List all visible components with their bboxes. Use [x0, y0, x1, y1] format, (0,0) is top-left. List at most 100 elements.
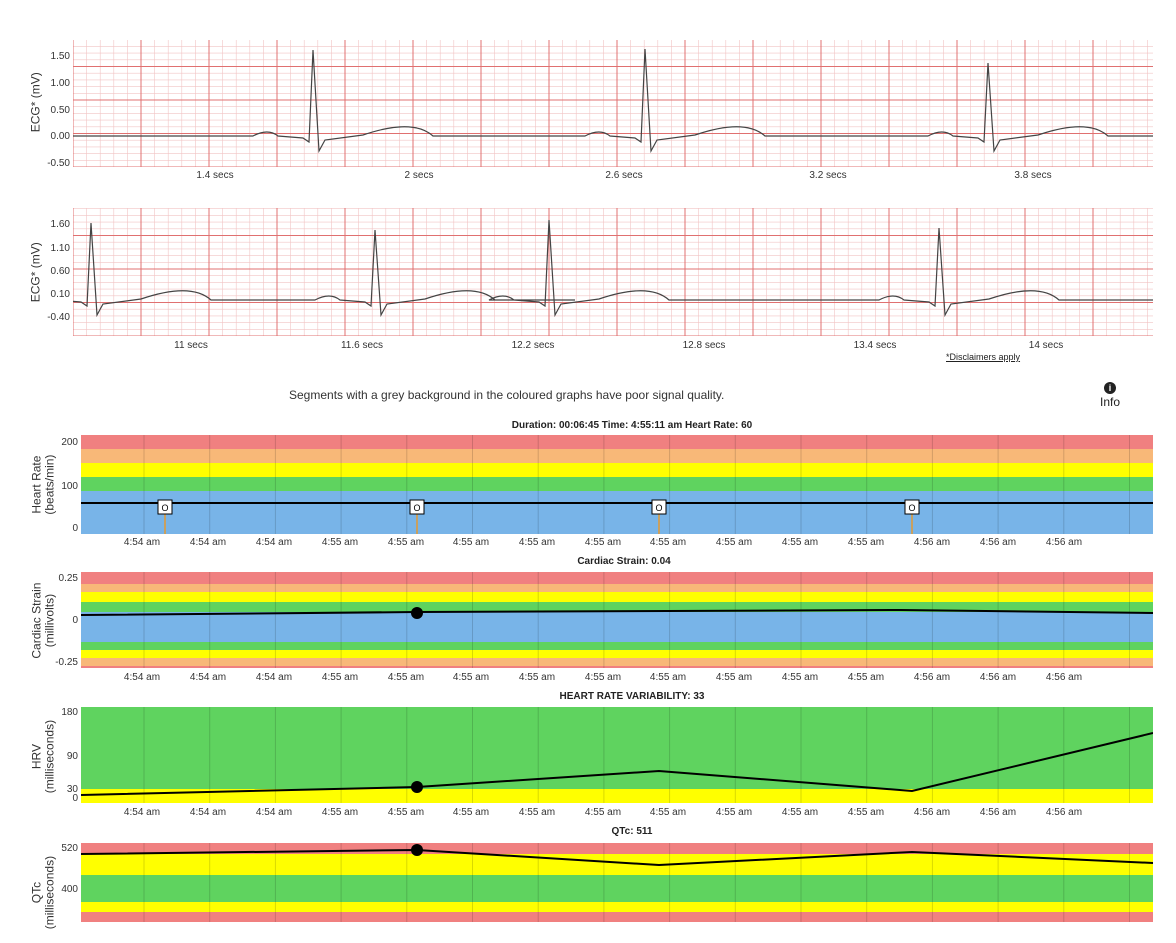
time-tick: 4:54 am	[255, 537, 293, 548]
time-tick: 4:55 am	[847, 537, 885, 548]
time-tick: 4:55 am	[387, 537, 425, 548]
time-tick: 4:55 am	[781, 807, 819, 818]
ecg1-ytick: 1.00	[50, 78, 70, 89]
time-tick: 4:56 am	[913, 672, 951, 683]
ecg2-xtick: 11 secs	[174, 340, 208, 351]
time-tick: 4:55 am	[452, 807, 490, 818]
hrv-ytick: 0	[72, 793, 78, 804]
zone-band	[81, 602, 1153, 612]
qtc-chart[interactable]	[81, 843, 1153, 922]
zone-band	[81, 449, 1153, 463]
time-tick: 4:55 am	[649, 672, 687, 683]
time-tick: 4:55 am	[649, 537, 687, 548]
ecg1-xtick: 3.8 secs	[1014, 170, 1052, 181]
hrv-current-point	[411, 781, 423, 793]
qtc-ytick: 400	[61, 884, 78, 895]
zone-band	[81, 642, 1153, 650]
time-tick: 4:56 am	[979, 672, 1017, 683]
time-tick: 4:54 am	[255, 672, 293, 683]
hrv-ytick: 30	[66, 784, 78, 795]
time-tick: 4:55 am	[715, 672, 753, 683]
time-tick: 4:54 am	[255, 807, 293, 818]
event-marker-label: O	[413, 503, 420, 513]
hr-chart-title: Duration: 00:06:45 Time: 4:55:11 am Hear…	[511, 420, 753, 431]
time-tick: 4:54 am	[189, 537, 227, 548]
cardiac-strain-chart[interactable]	[81, 572, 1153, 668]
zone-band	[81, 843, 1153, 854]
time-tick: 4:56 am	[979, 807, 1017, 818]
strain-ytick: 0	[72, 615, 78, 626]
time-tick: 4:55 am	[584, 537, 622, 548]
time-tick: 4:56 am	[1045, 672, 1083, 683]
zone-band	[81, 477, 1153, 491]
strain-current-point	[411, 607, 423, 619]
ecg2-ytick: 0.60	[50, 266, 70, 277]
hrv-trace	[81, 732, 1153, 796]
event-marker	[651, 499, 667, 515]
zone-band	[81, 789, 1153, 803]
time-tick: 4:55 am	[387, 807, 425, 818]
qtc-current-point	[411, 844, 423, 856]
zone-band	[81, 666, 1153, 668]
time-tick: 4:55 am	[715, 537, 753, 548]
zone-band	[81, 584, 1153, 592]
ecg2-xtick: 13.4 secs	[853, 340, 897, 351]
ecg2-ytick: 1.10	[50, 243, 70, 254]
zone-band	[81, 658, 1153, 666]
ecg2-ytick: -0.40	[47, 312, 70, 323]
zone-band	[81, 491, 1153, 534]
ecg2-xtick: 14 secs	[1028, 340, 1064, 351]
time-tick: 4:55 am	[321, 672, 359, 683]
zone-band	[81, 572, 1153, 584]
hrv-chart-title: HEART RATE VARIABILITY: 33	[559, 691, 705, 702]
time-tick: 4:55 am	[584, 807, 622, 818]
hrv-ytick: 90	[66, 751, 78, 762]
strain-trace	[81, 608, 1153, 616]
zone-band	[81, 912, 1153, 922]
zone-band	[81, 875, 1153, 902]
time-tick: 4:56 am	[1045, 537, 1083, 548]
ecg1-ytick: 0.50	[50, 105, 70, 116]
ecg2-trace	[73, 219, 1153, 318]
zone-band	[81, 632, 1153, 642]
zone-band	[81, 650, 1153, 658]
time-tick: 4:55 am	[452, 537, 490, 548]
hrv-chart[interactable]	[81, 707, 1153, 803]
ecg2-chart	[73, 208, 1153, 336]
time-tick: 4:54 am	[123, 807, 161, 818]
ecg1-xtick: 2.6 secs	[605, 170, 643, 181]
time-tick: 4:55 am	[452, 672, 490, 683]
strain-ytick: 0.25	[58, 573, 78, 584]
qtc-trace	[81, 848, 1153, 867]
ecg1-xtick: 2 secs	[404, 170, 434, 181]
event-marker-label: O	[655, 503, 662, 513]
time-tick: 4:54 am	[189, 672, 227, 683]
signal-quality-note: Segments with a grey background in the c…	[289, 388, 725, 402]
info-button[interactable]: i Info	[1090, 382, 1130, 409]
zone-band	[81, 707, 1153, 789]
zone-band	[81, 435, 1153, 449]
ecg1-ytick: 0.00	[50, 131, 70, 142]
ecg2-xtick: 12.8 secs	[682, 340, 726, 351]
event-marker	[904, 499, 920, 515]
hr-ytick: 100	[61, 481, 78, 492]
time-tick: 4:55 am	[518, 537, 556, 548]
ecg2-ytick: 0.10	[50, 289, 70, 300]
ecg2-ytick: 1.60	[50, 219, 70, 230]
hrv-ytick: 180	[61, 707, 78, 718]
info-label: Info	[1099, 395, 1120, 409]
ecg1-ytick: 1.50	[50, 51, 70, 62]
strain-chart-title: Cardiac Strain: 0.04	[577, 556, 671, 567]
ecg2-xtick: 11.6 secs	[340, 340, 384, 351]
zone-band	[81, 592, 1153, 602]
time-tick: 4:54 am	[123, 537, 161, 548]
disclaimer-link[interactable]: *Disclaimers apply	[946, 352, 1021, 362]
time-tick: 4:55 am	[321, 537, 359, 548]
qtc-ytick: 520	[61, 843, 78, 854]
time-tick: 4:56 am	[913, 807, 951, 818]
time-tick: 4:55 am	[518, 807, 556, 818]
hr-ytick: 0	[72, 523, 78, 534]
qtc-chart-title: QTc: 511	[611, 826, 653, 837]
info-icon: i	[1104, 382, 1116, 394]
